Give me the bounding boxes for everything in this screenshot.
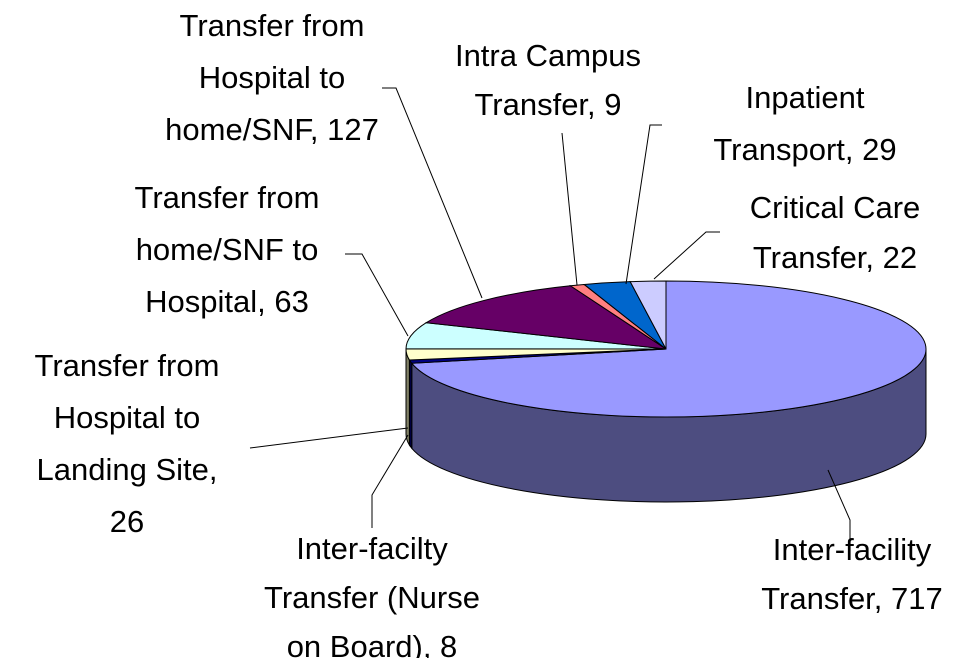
data-label: 26 xyxy=(110,504,144,539)
data-label: Inter-facility xyxy=(773,532,932,567)
pie-side xyxy=(405,348,410,447)
data-label: Transfer from xyxy=(35,348,220,383)
data-label: Critical Care xyxy=(750,190,921,225)
leader-line xyxy=(827,469,851,540)
leader-line xyxy=(561,132,578,286)
data-label: Intra Campus xyxy=(455,38,641,73)
data-label: Transfer, 9 xyxy=(474,87,621,122)
leader-line xyxy=(625,124,662,285)
pie-slice xyxy=(629,280,667,350)
data-label: Transport, 29 xyxy=(713,132,896,167)
data-label: home/SNF, 127 xyxy=(165,112,379,147)
leader-line xyxy=(382,87,483,299)
data-label: home/SNF to xyxy=(136,232,319,267)
data-label: Inter-facilty xyxy=(296,531,448,566)
data-label: Inpatient xyxy=(746,80,865,115)
data-label: Hospital to xyxy=(199,60,345,95)
data-label: Transfer (Nurse xyxy=(264,580,480,615)
leader-line xyxy=(249,427,409,449)
data-label: Transfer from xyxy=(180,8,365,43)
leader-line xyxy=(345,253,409,337)
data-label: Transfer from xyxy=(135,180,320,215)
data-label: Landing Site, xyxy=(37,452,218,487)
pie-slice xyxy=(410,280,927,418)
data-label: Hospital, 63 xyxy=(145,284,309,319)
data-label: Transfer, 717 xyxy=(761,581,943,616)
leader-line xyxy=(371,434,409,528)
data-label: Transfer, 22 xyxy=(753,240,917,275)
pie-slice xyxy=(424,285,667,350)
data-label: Hospital to xyxy=(54,400,200,435)
leader-line xyxy=(653,231,720,280)
data-label: on Board), 8 xyxy=(287,629,458,658)
